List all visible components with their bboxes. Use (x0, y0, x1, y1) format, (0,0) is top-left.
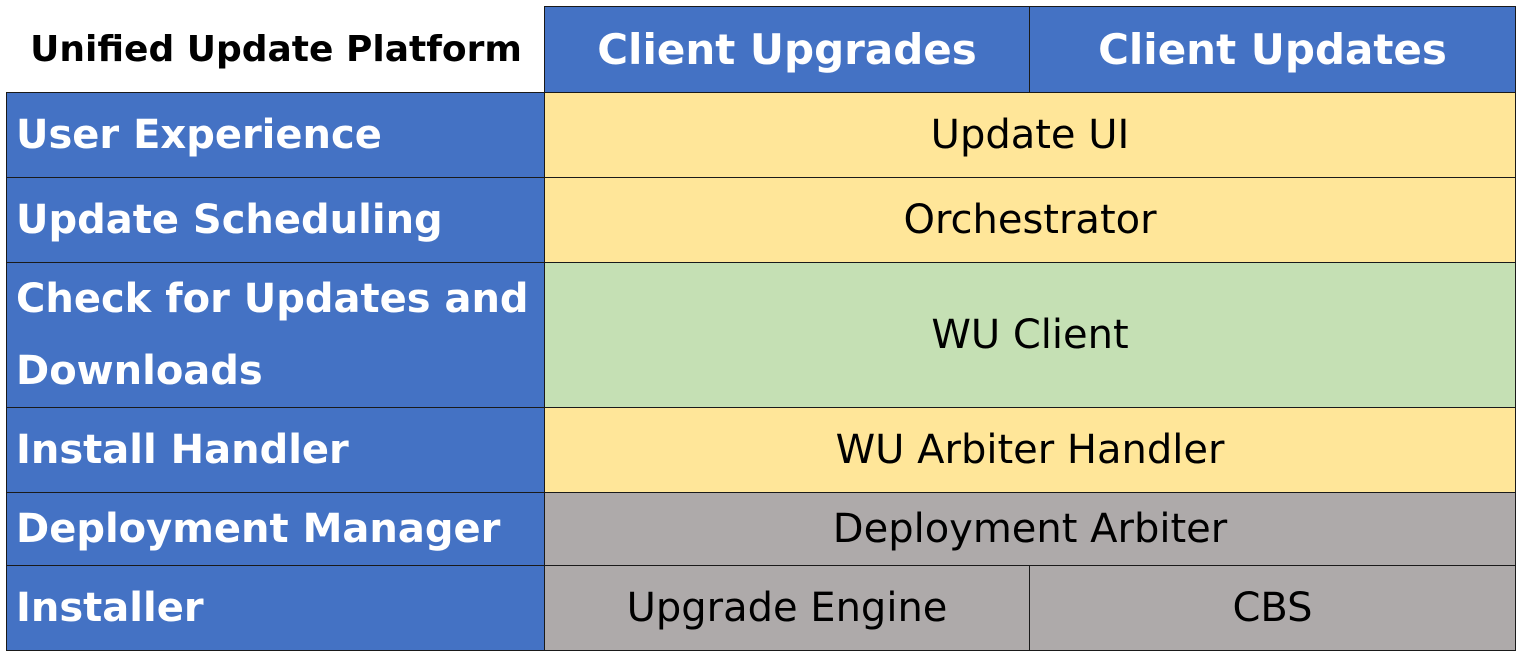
column-header-client-updates: Client Updates (1029, 6, 1516, 93)
component-deployment-arbiter: Deployment Arbiter (544, 492, 1516, 566)
column-header-client-upgrades: Client Upgrades (544, 6, 1030, 93)
row-label-user-experience: User Experience (6, 92, 545, 178)
row-label-deployment-manager: Deployment Manager (6, 492, 545, 566)
component-upgrade-engine: Upgrade Engine (544, 565, 1030, 651)
component-orchestrator: Orchestrator (544, 177, 1516, 263)
component-update-ui: Update UI (544, 92, 1516, 178)
component-wu-client: WU Client (544, 262, 1516, 408)
platform-title: Unified Update Platform (30, 29, 522, 70)
component-wu-arbiter-handler: WU Arbiter Handler (544, 407, 1516, 493)
row-label-install-handler: Install Handler (6, 407, 545, 493)
row-label-check-for-updates: Check for Updates and Downloads (6, 262, 545, 408)
row-label-installer: Installer (6, 565, 545, 651)
component-cbs: CBS (1029, 565, 1516, 651)
row-label-update-scheduling: Update Scheduling (6, 177, 545, 263)
